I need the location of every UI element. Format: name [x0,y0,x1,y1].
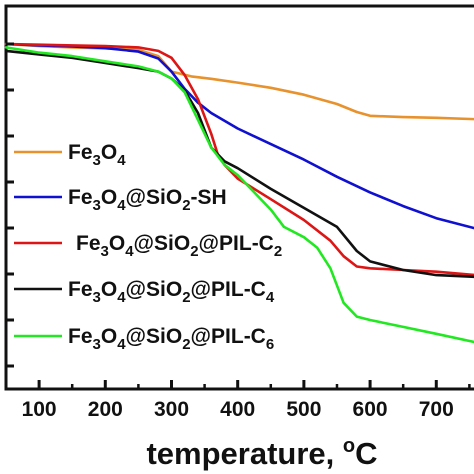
series-layer [4,42,474,344]
legend: Fe3O4 Fe3O4@SiO2-SH Fe3O4@SiO2@PIL-C2 Fe3O4… [14,141,282,353]
legend-label-3: Fe3O4@SiO2@PIL-C4 [68,278,275,306]
x-tick-label: 200 [88,398,123,421]
legend-label-1: Fe3O4@SiO2-SH [68,186,227,214]
x-tick-label: 400 [220,398,255,421]
legend-label-0: Fe3O4 [68,141,126,169]
x-tick-label: 700 [419,398,454,421]
x-tick-label: 300 [154,398,189,421]
series-line-4 [4,46,474,344]
x-tick-label: 100 [22,398,57,421]
series-line-1 [4,42,474,230]
x-axis-label: temperature, oC [146,435,377,471]
ticks-layer: 100 200 300 400 500 600 700 [6,42,471,421]
legend-label-4: Fe3O4@SiO2@PIL-C6 [68,325,274,353]
legend-label-2: Fe3O4@SiO2@PIL-C2 [76,232,282,260]
x-tick-label: 600 [353,398,388,421]
x-tick-label: 500 [286,398,321,421]
